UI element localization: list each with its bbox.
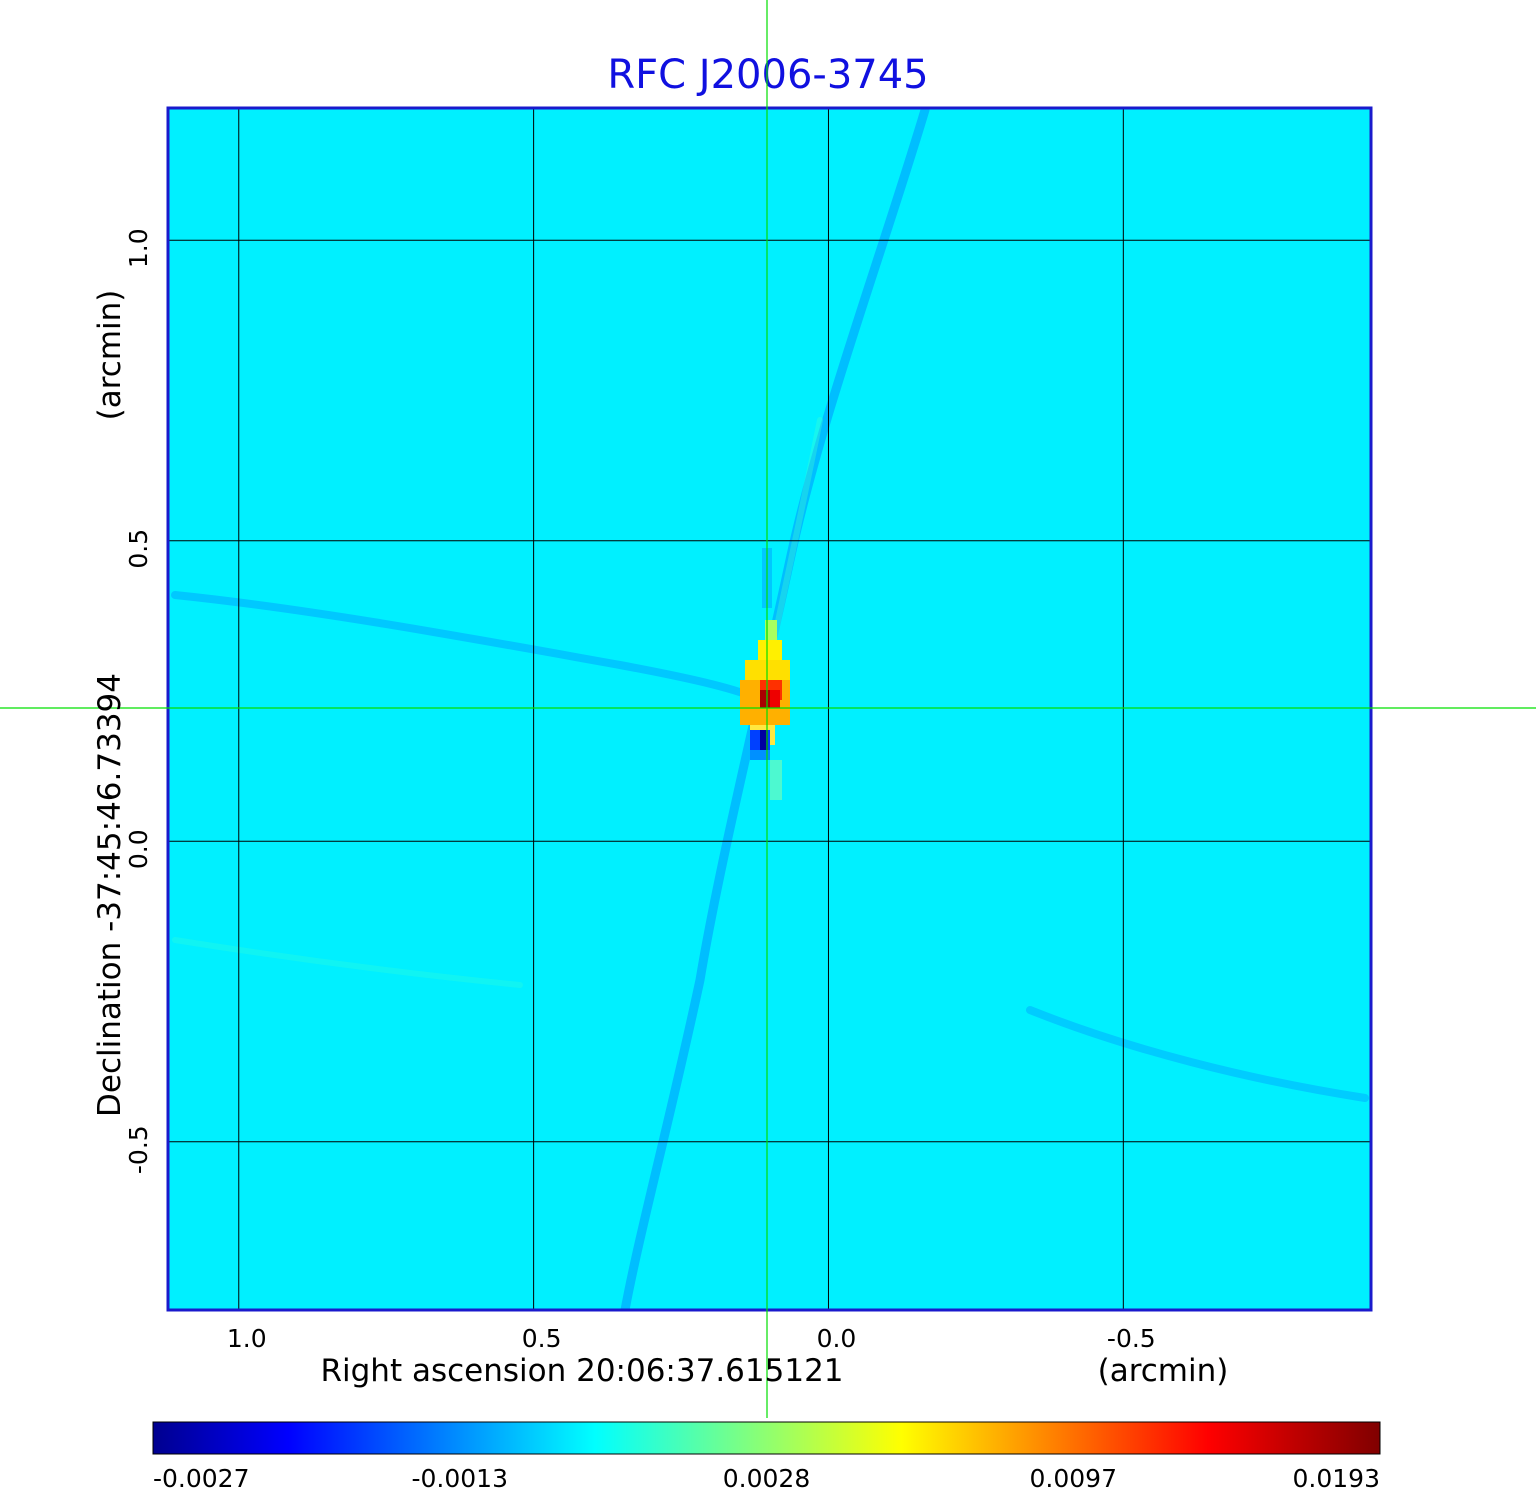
y-tick-label: 1.0 [124, 228, 153, 268]
core-pixel [760, 730, 768, 750]
x-tick-label: -0.5 [1107, 1324, 1156, 1353]
x-axis-unit: (arcmin) [1098, 1353, 1229, 1389]
colorbar-tick-label: -0.0027 [153, 1464, 250, 1493]
colorbar-tick-labels: -0.0027 -0.0013 0.0028 0.0097 0.0193 [153, 1464, 1380, 1493]
x-tick-label: 1.0 [227, 1324, 267, 1353]
sidelobe-streak [172, 937, 523, 988]
colorbar [152, 1421, 1381, 1455]
colorbar-tick-label: 0.0193 [1293, 1464, 1380, 1493]
y-axis-unit: (arcmin) [92, 290, 128, 421]
core-pixel [758, 640, 782, 660]
colorbar-tick-label: 0.0097 [1030, 1464, 1117, 1493]
colorbar-tick-label: 0.0028 [723, 1464, 810, 1493]
chart-title: RFC J2006-3745 [607, 52, 928, 98]
core-pixel [770, 760, 782, 800]
plot-frame [166, 106, 1373, 1312]
plot-area [168, 108, 1371, 1310]
sidelobe-streaks [171, 108, 1369, 1310]
y-tick-label: 0.0 [124, 829, 153, 869]
sidelobe-streak [1026, 1006, 1369, 1102]
core-pixel [750, 750, 770, 760]
x-axis-label: Right ascension 20:06:37.615121 [320, 1353, 843, 1389]
x-tick-labels: 1.0 0.5 0.0 -0.5 [227, 1324, 1156, 1353]
y-axis-label: Declination -37:45:46.73394 [92, 673, 128, 1117]
y-tick-label: 0.5 [124, 529, 153, 569]
core-pixel [760, 690, 770, 708]
y-tick-label: -0.5 [124, 1125, 153, 1174]
core-pixel [765, 620, 777, 640]
x-tick-label: 0.0 [817, 1324, 857, 1353]
y-tick-labels: 1.0 0.5 0.0 -0.5 [124, 228, 153, 1174]
source-core [740, 548, 790, 800]
x-tick-label: 0.5 [522, 1324, 562, 1353]
colorbar-tick-label: -0.0013 [412, 1464, 509, 1493]
gridlines [168, 108, 1371, 1310]
sidelobe-streak [620, 108, 930, 1310]
sidelobe-streak [171, 591, 764, 704]
core-pixel [770, 690, 780, 708]
